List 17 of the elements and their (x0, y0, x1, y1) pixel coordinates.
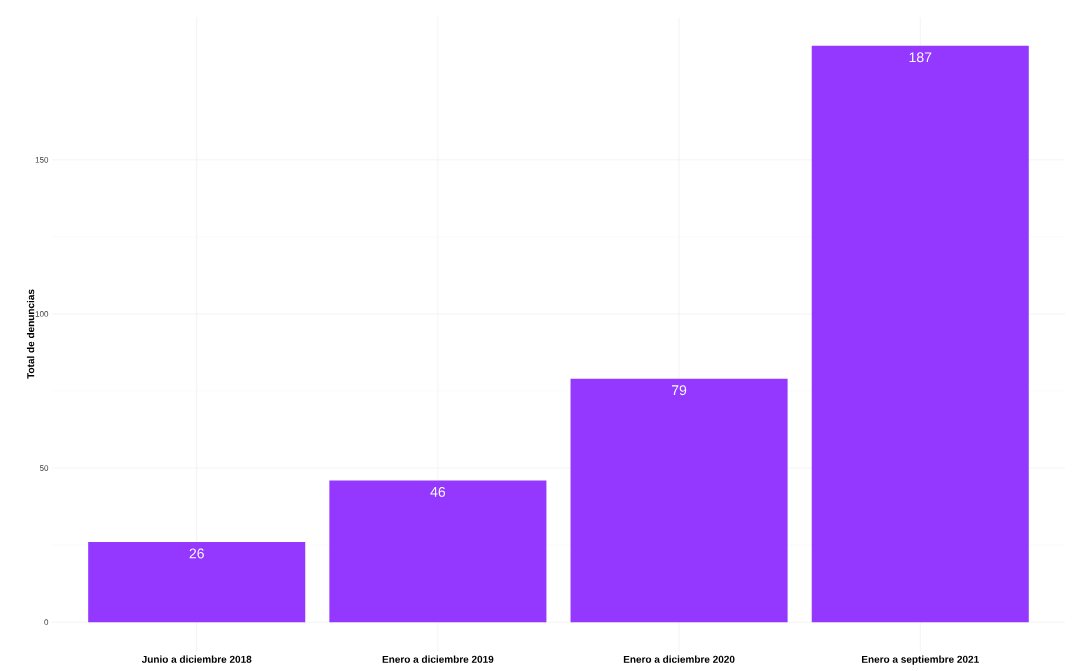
data-label: 187 (909, 52, 932, 63)
data-label: 46 (430, 486, 446, 497)
x-tick-label: Junio a diciembre 2018 (141, 655, 252, 663)
bar (811, 45, 1029, 623)
x-tick-label: Enero a diciembre 2020 (623, 655, 735, 663)
bar (329, 480, 547, 623)
y-axis-title: Total de denuncias (26, 289, 35, 379)
y-tick-label: 100 (35, 311, 49, 317)
bar (570, 378, 788, 623)
y-tick-label: 150 (35, 157, 49, 163)
y-tick-label: 50 (39, 465, 49, 471)
bar (88, 542, 306, 623)
data-label: 26 (189, 548, 204, 559)
x-tick-label: Enero a diciembre 2019 (382, 655, 494, 663)
data-label: 79 (672, 385, 687, 396)
y-tick-label: 0 (44, 619, 49, 625)
x-tick-label: Enero a septiembre 2021 (862, 655, 979, 665)
